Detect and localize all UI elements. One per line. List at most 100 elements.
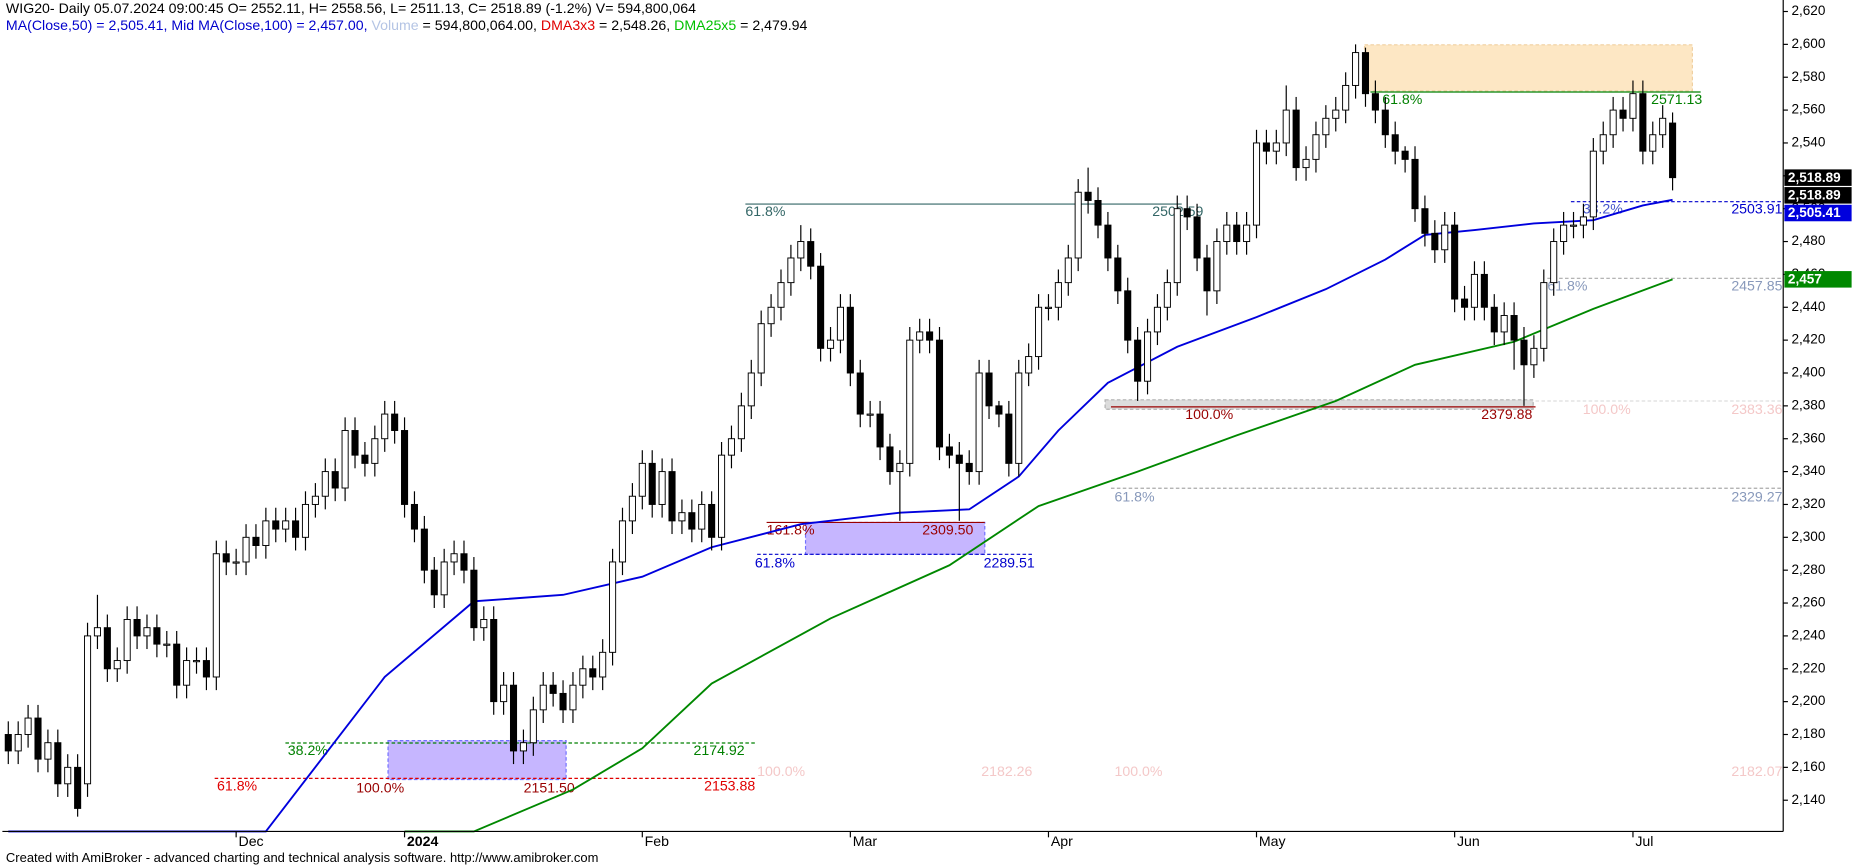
candle-body <box>1480 273 1488 308</box>
overlay-layer <box>8 198 1673 833</box>
annotation: 100.0% <box>1115 763 1163 779</box>
candle-body <box>1550 241 1558 284</box>
candle-body <box>1163 282 1171 308</box>
candle-body <box>965 462 973 473</box>
annotation: 2153.88 <box>704 777 755 793</box>
candle-body <box>143 627 151 637</box>
candle-body <box>1361 52 1370 95</box>
candle-body <box>450 553 458 563</box>
candle-body <box>1669 122 1677 179</box>
annotation: 2151.50 <box>524 780 575 796</box>
candle-body <box>1540 282 1548 349</box>
candle-body <box>252 536 260 547</box>
candle-body <box>1619 109 1627 119</box>
candle-body <box>569 684 577 711</box>
annotation: 2309.50 <box>922 521 973 537</box>
candle-body <box>688 512 696 530</box>
candle-body <box>401 430 409 505</box>
candle-body <box>509 684 518 752</box>
candle-body <box>1134 339 1142 382</box>
candle-body <box>589 668 597 678</box>
candle-body <box>975 372 983 473</box>
candle-body <box>1381 109 1389 136</box>
candle-body <box>1044 306 1053 309</box>
candle-body <box>133 619 141 637</box>
candle-body <box>1104 224 1112 259</box>
candle-body <box>668 471 676 522</box>
candle-body <box>222 553 230 563</box>
candle-body <box>301 503 310 538</box>
y-tick-label: 2,220 <box>1791 660 1825 675</box>
annotation: 100.0% <box>356 780 404 796</box>
candle-body <box>1243 224 1251 243</box>
candle-body <box>1599 134 1607 152</box>
candle-body <box>1461 298 1469 308</box>
candle-body <box>1252 142 1261 226</box>
annotation: 2174.92 <box>693 742 744 758</box>
y-tick-label: 2,180 <box>1791 726 1825 741</box>
candle-body <box>1401 150 1409 160</box>
candle-body <box>272 520 280 530</box>
candle-body <box>173 643 181 686</box>
candle-body <box>1579 216 1587 226</box>
candle-body <box>708 503 716 538</box>
candle-body <box>93 627 101 637</box>
legend-item: = 2,479.94 <box>736 17 807 33</box>
annotation: 61.8% <box>1547 277 1588 293</box>
x-tick-label: May <box>1259 833 1287 849</box>
candle-body <box>1025 356 1033 374</box>
candle-body <box>519 742 527 752</box>
candle-body <box>1451 224 1459 300</box>
candle-body <box>1144 331 1152 382</box>
candle-body <box>856 372 864 415</box>
candle-body <box>202 660 210 678</box>
candle-body <box>1629 93 1637 119</box>
candle-body <box>232 561 240 564</box>
candle-body <box>1490 306 1498 333</box>
candle-body <box>1213 241 1221 292</box>
annotation: 2379.88 <box>1481 406 1532 422</box>
candle-body <box>579 668 587 686</box>
candle-body <box>44 742 52 760</box>
candle-body <box>1589 150 1597 218</box>
candle-body <box>718 454 726 538</box>
candle-body <box>1371 93 1379 111</box>
candle-body <box>1659 117 1667 136</box>
candle-body <box>1005 413 1013 464</box>
candle-body <box>609 561 617 653</box>
price-badge-label: 2,518.89 <box>1788 170 1841 185</box>
candle-body <box>1084 191 1092 201</box>
candle-body <box>371 438 379 464</box>
x-tick-label: Jul <box>1635 833 1653 849</box>
y-tick-label: 2,160 <box>1791 759 1825 774</box>
legend-item: DMA3x3 <box>541 17 595 33</box>
candle-body <box>113 660 121 670</box>
annotation: 2503.91 <box>1731 201 1782 217</box>
candle-body <box>84 635 92 785</box>
candle-body <box>361 454 369 464</box>
candle-body <box>1035 306 1043 358</box>
candle-body <box>628 495 636 522</box>
annotation: 2383.36 <box>1731 401 1782 417</box>
candle-body <box>559 692 567 711</box>
x-tick-label: Feb <box>645 833 670 849</box>
y-tick-label: 2,300 <box>1791 529 1825 544</box>
annotation: 38.2% <box>1583 201 1624 217</box>
candle-body <box>1421 208 1429 234</box>
x-tick-label: 2024 <box>407 833 439 849</box>
candle-body <box>54 742 62 785</box>
zone <box>387 740 567 781</box>
candle-body <box>1223 224 1231 243</box>
candle-body <box>896 462 904 473</box>
price-badge <box>1784 271 1852 288</box>
candle-body <box>846 306 854 374</box>
candle-body <box>826 339 835 349</box>
y-tick-label: 2,240 <box>1791 627 1825 642</box>
candle-body <box>787 257 795 284</box>
candle-body <box>737 405 745 440</box>
price-badge <box>1784 204 1852 222</box>
candle-body <box>341 430 349 489</box>
candle-body <box>1609 109 1617 136</box>
candle-body <box>1569 224 1578 227</box>
candle-body <box>500 684 508 703</box>
